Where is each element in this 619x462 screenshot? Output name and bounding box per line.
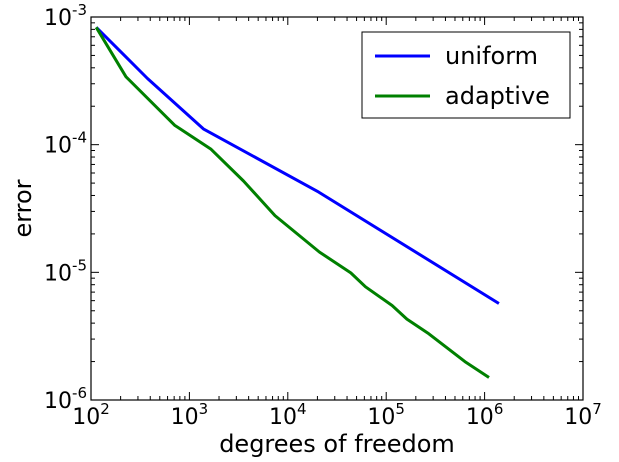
ticks-layer: 102 103 104 105 106 107 10-6 10-5 10-4 10-3 [44,1,602,430]
series-line-uniform [95,26,500,305]
x-tick-label: 103 [171,400,209,430]
y-tick-label: 10-4 [44,129,87,159]
legend-label-uniform: uniform [445,42,538,70]
legend-box [361,31,571,119]
x-tick-label: 106 [466,400,504,430]
legend: uniform adaptive [361,31,571,119]
plot-frame [90,16,584,401]
x-tick-label: 102 [72,400,110,430]
legend-label-adaptive: adaptive [445,82,550,110]
y-axis-label: error [9,179,37,237]
x-tick-label: 104 [269,400,307,430]
y-tick-label: 10-6 [44,384,87,414]
y-tick-label: 10-5 [44,256,87,286]
x-axis-label: degrees of freedom [219,430,455,458]
x-tick-label: 107 [564,400,602,430]
series-layer [94,26,500,379]
x-tick-label: 105 [367,400,405,430]
y-tick-label: 10-3 [44,1,87,31]
series-line-adaptive [94,26,490,379]
